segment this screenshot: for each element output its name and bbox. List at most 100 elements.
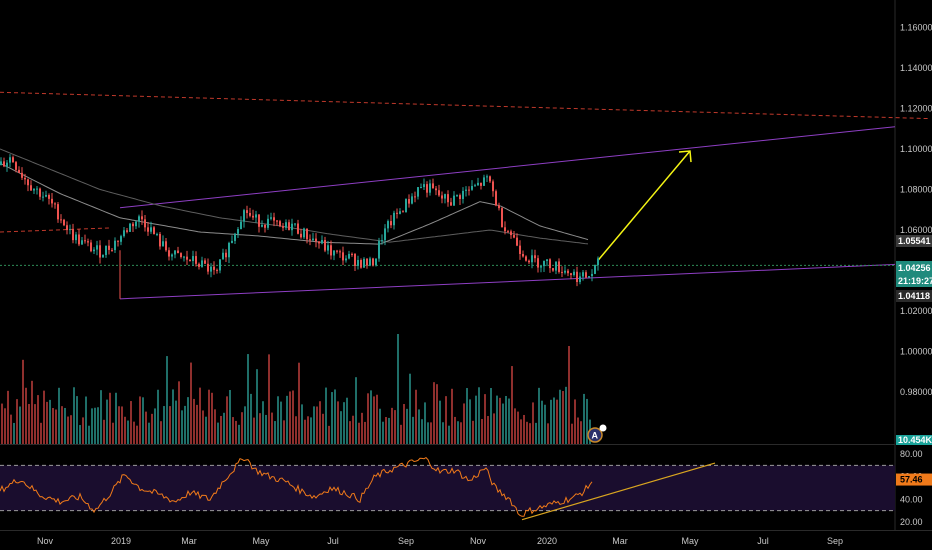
volume-bar [547, 423, 549, 444]
volume-bar [445, 396, 447, 444]
candle [222, 248, 224, 260]
candle-body [498, 205, 500, 209]
candle-body [72, 229, 74, 241]
volume-bar [160, 421, 162, 444]
volume-bar [583, 393, 585, 444]
price-axis[interactable]: 1.16000 1.14000 1.12000 1.10000 1.08000 1.060… [900, 23, 932, 528]
candle-body [546, 259, 548, 262]
candle [405, 198, 407, 213]
volume-bar [556, 399, 558, 444]
candle-body [189, 259, 191, 262]
time-axis[interactable]: Nov 2019 Mar May Jul Sep Nov 2020 Mar May Jul Sep [37, 536, 843, 546]
candle [444, 193, 446, 204]
volume-bar [397, 334, 399, 444]
volume-bar [40, 422, 42, 444]
candle [396, 208, 398, 219]
volume-bar [289, 391, 291, 444]
candle [51, 192, 53, 208]
candle-body [468, 189, 470, 191]
volume-bar [262, 401, 264, 444]
candle-body [60, 219, 62, 221]
candle [249, 207, 251, 218]
volume-bar [427, 422, 429, 444]
volume-bar [82, 417, 84, 444]
candle-body [594, 265, 596, 274]
candle-body [186, 256, 188, 260]
candle-body [504, 227, 506, 232]
candle [342, 246, 344, 266]
candle [486, 174, 488, 183]
volume-bar [499, 397, 501, 444]
candlestick-series [0, 154, 599, 287]
time-tick-label: May [252, 536, 270, 546]
volume-bar [334, 389, 336, 444]
candle [138, 214, 140, 228]
volume-bar [94, 407, 96, 444]
candle-body [126, 230, 128, 232]
candle [228, 241, 230, 264]
candle-body [519, 245, 521, 254]
volume-bar [523, 414, 525, 444]
volume-bar [202, 410, 204, 444]
volume-bar [103, 419, 105, 444]
candle [360, 258, 362, 269]
candle [291, 218, 293, 236]
candle-body [285, 222, 287, 228]
volume-bar [514, 408, 516, 444]
candle [588, 275, 590, 278]
volume-bar [310, 417, 312, 444]
volume-bar [130, 401, 132, 444]
volume-bar [238, 424, 240, 444]
candle-body [201, 260, 203, 267]
candle-body [366, 258, 368, 266]
volume-bar [436, 384, 438, 444]
volume-bar [10, 414, 12, 444]
volume-bar [418, 409, 420, 444]
volume-bar [388, 417, 390, 444]
candle [345, 255, 347, 263]
candle [516, 233, 518, 247]
volume-bar [34, 404, 36, 444]
candle [6, 160, 8, 172]
volume-bar [199, 387, 201, 444]
volume-bar [214, 409, 216, 444]
candle-body [36, 188, 38, 190]
rsi-value-badge: 57.46 [896, 473, 932, 486]
volume-bar [346, 397, 348, 444]
volume-bar [31, 380, 33, 444]
candle [507, 229, 509, 233]
candle-body [273, 217, 275, 221]
candle-body [48, 195, 50, 199]
rsi-value-badge-bg [896, 473, 932, 486]
event-flag-icon[interactable]: A [587, 424, 607, 443]
candle-body [279, 221, 281, 227]
candle-body [309, 239, 311, 241]
candle [90, 239, 92, 253]
candle-body [147, 227, 149, 232]
candle [255, 210, 257, 223]
candle-body [597, 258, 599, 266]
volume-bar [244, 406, 246, 444]
candle [339, 249, 341, 258]
volume-bar [136, 425, 138, 444]
volume-bar [370, 390, 372, 444]
candle-body [150, 227, 152, 232]
rsi-tick-label: 80.00 [900, 449, 923, 459]
candle [594, 264, 596, 275]
candle [366, 257, 368, 269]
ma-value-badge: 1.05541 [896, 235, 932, 247]
time-tick-label: Jul [327, 536, 339, 546]
candle [114, 237, 116, 254]
candle [555, 261, 557, 275]
volume-bar [382, 421, 384, 444]
volume-bar [67, 416, 69, 444]
candle-body [339, 251, 341, 253]
candle [378, 237, 380, 262]
candle-body [3, 161, 5, 167]
candle [126, 228, 128, 234]
candle-body [357, 260, 359, 266]
candle-body [324, 240, 326, 251]
candle-body [534, 255, 536, 259]
candle-body [84, 240, 86, 242]
